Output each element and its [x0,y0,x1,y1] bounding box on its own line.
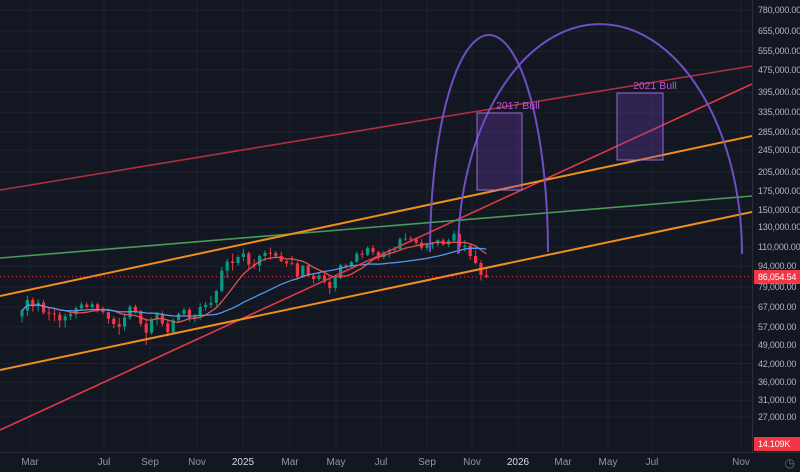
price-axis-label: 36,000.00 [758,377,797,388]
candlestick-series [20,230,488,345]
price-axis-label: 27,000.00 [758,412,797,422]
price-axis-label: 395,000.00 [758,87,800,98]
price-axis-label: 205,000.00 [758,166,800,177]
price-axis-label: 31,000.00 [758,395,797,406]
time-axis-label: Jul [645,457,659,468]
channel-top-trendline[interactable] [0,135,752,297]
bull-box-label: 2021 Bull [633,80,677,92]
price-chart-canvas[interactable]: 2017 Bull 2021 Bull [0,0,752,452]
time-axis-label: May [326,457,346,468]
last-price-badge: 86,054.54 [754,269,800,284]
time-axis-label: 2025 [231,457,255,468]
time-axis-label: Nov [732,457,750,468]
time-axis-label: Sep [141,457,159,468]
price-axis-label: 42,000.00 [758,358,797,369]
cycle-support-trendline[interactable] [0,83,752,431]
price-axis-label: 49,000.00 [758,339,797,350]
2021-bull-arc[interactable] [457,23,743,255]
price-axis-label: 130,000.00 [758,221,800,232]
ma-slow-line [21,247,487,317]
green-trendline[interactable] [0,195,752,259]
chart-svg[interactable]: 2017 Bull 2021 Bull [0,0,752,452]
2017-bull-arc[interactable] [429,34,549,253]
time-axis-label: Nov [188,457,206,468]
price-axis-label: 57,000.00 [758,321,797,332]
price-axis-label: 175,000.00 [758,185,800,196]
bull-box-label: 2017 Bull [496,100,540,112]
time-axis-label: Mar [21,457,39,468]
time-axis-label: Mar [281,457,299,468]
time-axis-label: May [598,457,618,468]
price-axis-label: 94,000.00 [758,261,797,271]
time-axis-label: Jul [97,457,111,468]
grid [0,0,752,452]
volume-badge: 14.109K [754,437,800,451]
price-scale[interactable]: 86,054.54 14.109K 780,000.00 655,000.00 55… [752,0,800,452]
time-axis-label: Jul [374,457,388,468]
timezone-clock-icon[interactable]: ◷ [784,456,795,470]
price-axis-label: 655,000.00 [758,26,800,37]
price-axis-label: 555,000.00 [758,46,800,57]
time-axis-label: Sep [418,457,436,468]
price-axis-label: 285,000.00 [758,126,800,137]
price-axis-label: 79,000.00 [758,282,797,293]
bull-projection-box[interactable] [616,92,664,161]
price-axis-label: 150,000.00 [758,204,800,215]
price-axis-label: 67,000.00 [758,302,797,312]
time-scale[interactable]: ◷ Mar Jul Sep Nov 2025 Mar May Jul Sep Nov 2026 Mar… [0,452,800,472]
time-axis-label: Mar [554,457,572,468]
time-axis-label: Nov [463,457,481,468]
price-axis-label: 780,000.00 [758,5,800,15]
time-axis-label: 2026 [506,457,530,468]
price-axis-label: 335,000.00 [758,107,800,118]
bull-projection-box[interactable] [476,112,523,191]
resistance-trendline[interactable] [0,65,752,191]
price-axis-label: 110,000.00 [758,242,800,252]
channel-bottom-trendline[interactable] [0,211,752,371]
price-axis-label: 245,000.00 [758,145,800,156]
price-axis-label: 475,000.00 [758,65,800,75]
